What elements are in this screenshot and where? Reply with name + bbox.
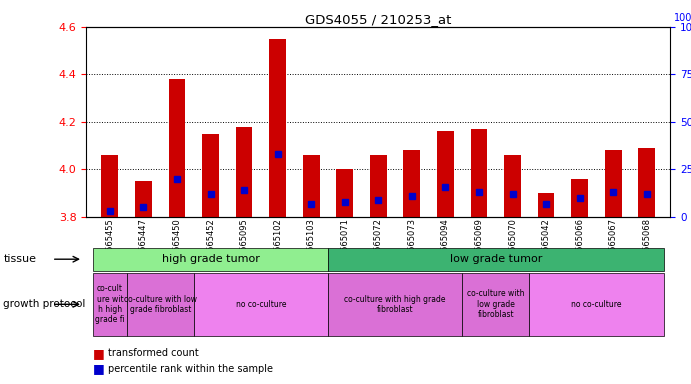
Text: co-culture with
low grade
fibroblast: co-culture with low grade fibroblast: [467, 290, 524, 319]
Text: co-culture with high grade
fibroblast: co-culture with high grade fibroblast: [344, 295, 446, 314]
Text: ■: ■: [93, 362, 105, 375]
Bar: [605, 151, 622, 217]
Title: GDS4055 / 210253_at: GDS4055 / 210253_at: [305, 13, 451, 26]
Text: co-culture with low
grade fibroblast: co-culture with low grade fibroblast: [124, 295, 197, 314]
Text: percentile rank within the sample: percentile rank within the sample: [108, 364, 274, 374]
Bar: [102, 155, 118, 217]
Bar: [337, 169, 353, 217]
Bar: [538, 193, 554, 217]
Text: co-cult
ure wit
h high
grade fi: co-cult ure wit h high grade fi: [95, 284, 125, 324]
Bar: [471, 129, 487, 217]
Bar: [504, 155, 521, 217]
Bar: [269, 39, 286, 217]
Text: tissue: tissue: [3, 254, 37, 264]
Text: no co-culture: no co-culture: [236, 300, 286, 309]
Bar: [638, 148, 655, 217]
Bar: [437, 131, 454, 217]
Bar: [202, 134, 219, 217]
Bar: [135, 181, 152, 217]
Text: low grade tumor: low grade tumor: [450, 254, 542, 264]
Text: no co-culture: no co-culture: [571, 300, 622, 309]
Bar: [169, 79, 185, 217]
Bar: [571, 179, 588, 217]
Bar: [404, 151, 420, 217]
Bar: [370, 155, 387, 217]
Bar: [236, 127, 252, 217]
Text: high grade tumor: high grade tumor: [162, 254, 260, 264]
Bar: [303, 155, 320, 217]
Text: 100%: 100%: [674, 13, 691, 23]
Text: transformed count: transformed count: [108, 348, 199, 358]
Text: ■: ■: [93, 347, 105, 360]
Text: growth protocol: growth protocol: [3, 299, 86, 310]
